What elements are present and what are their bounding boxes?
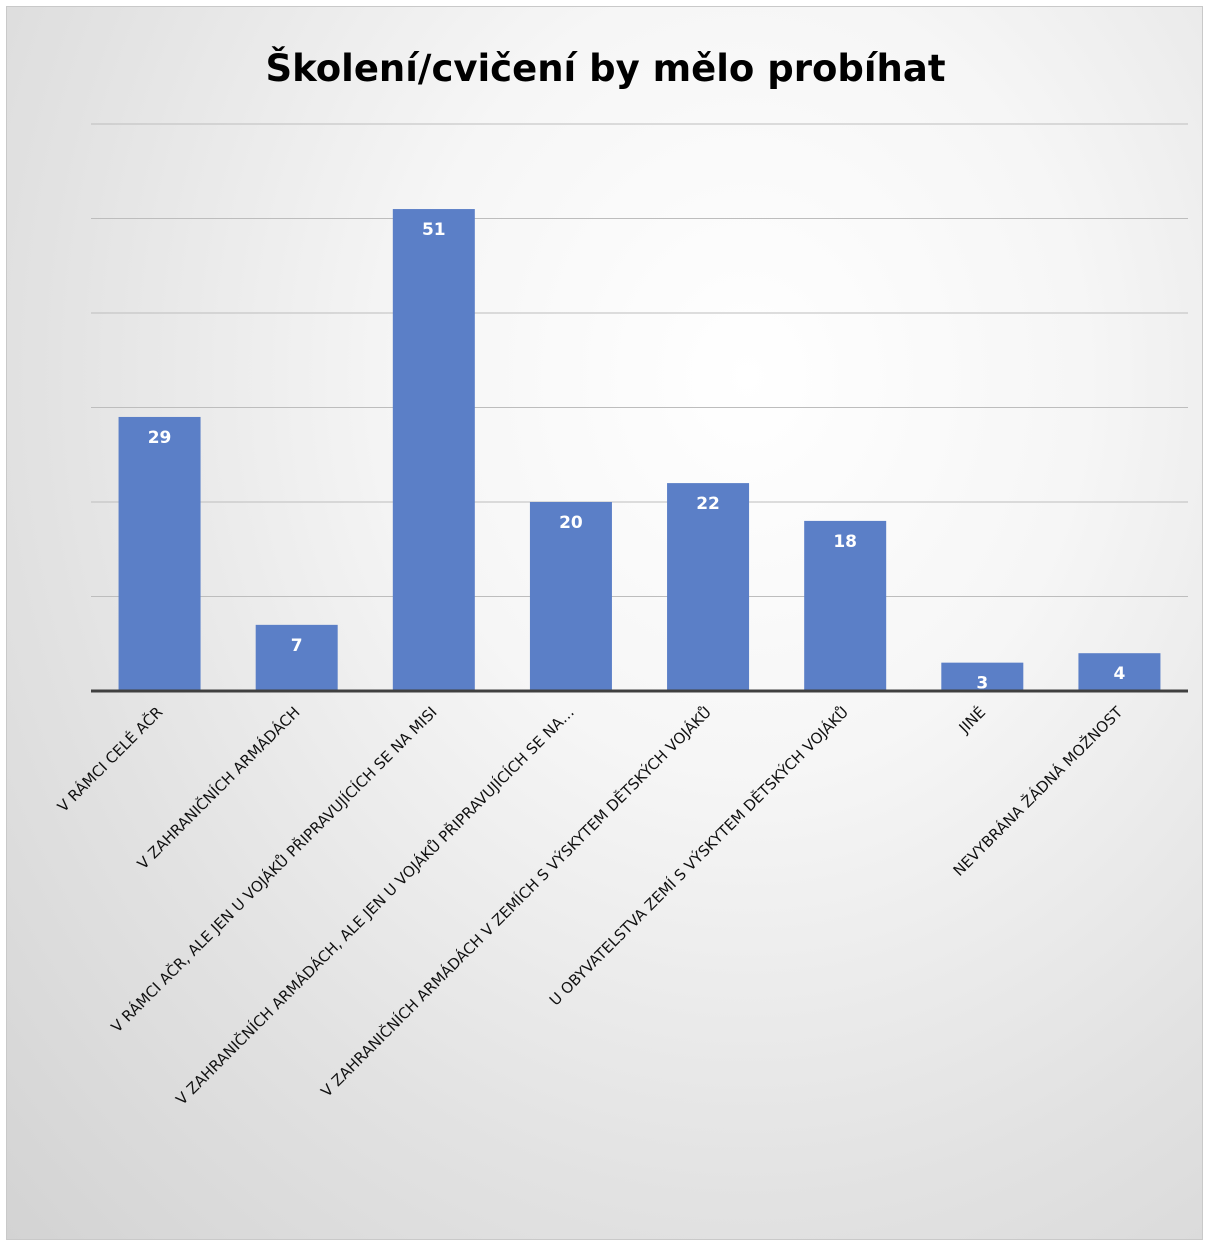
bar [255,624,338,691]
data-label: 7 [291,636,303,656]
category-label: V ZAHRANIČNÍCH ARMÁDÁCH [133,702,304,873]
bar [941,662,1024,691]
data-label: 22 [696,494,720,514]
bar [667,483,750,691]
bars: 29 7 51 20 22 18 3 4 [118,209,1161,694]
gridlines [91,123,1188,597]
bar [529,502,612,691]
bar [1078,653,1161,691]
data-label: 20 [559,513,583,533]
data-label: 18 [833,532,857,552]
bar [118,416,201,691]
chart-area: Školení/cvičení by mělo probíhat 29 7 51 20… [6,6,1203,1240]
bar [804,520,887,691]
data-label: 29 [148,428,172,448]
data-label: 3 [976,674,988,694]
category-label: V RÁMCI CELÉ AČR [53,702,166,815]
category-label: V RÁMCI AČR, ALE JEN U VOJÁKŮ PŘIPRAVUJÍ… [107,702,441,1036]
chart-title: Školení/cvičení by mělo probíhat [265,47,946,90]
data-label: 4 [1114,664,1126,684]
category-label: JINÉ [954,702,989,737]
category-label: U OBYVATELSTVA ZEMÍ S VÝSKYTEM DĚTSKÝCH … [545,702,852,1009]
data-label: 51 [422,220,446,240]
bar [392,209,475,692]
